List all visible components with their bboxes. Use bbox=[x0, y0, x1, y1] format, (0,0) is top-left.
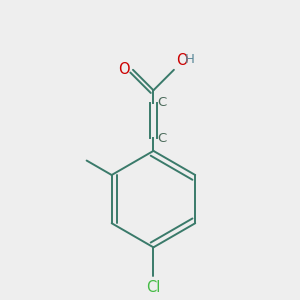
Text: O: O bbox=[176, 53, 188, 68]
Text: O: O bbox=[118, 62, 130, 77]
Text: C: C bbox=[158, 96, 167, 109]
Text: Cl: Cl bbox=[146, 280, 161, 295]
Text: H: H bbox=[185, 53, 195, 66]
Text: C: C bbox=[158, 132, 167, 145]
